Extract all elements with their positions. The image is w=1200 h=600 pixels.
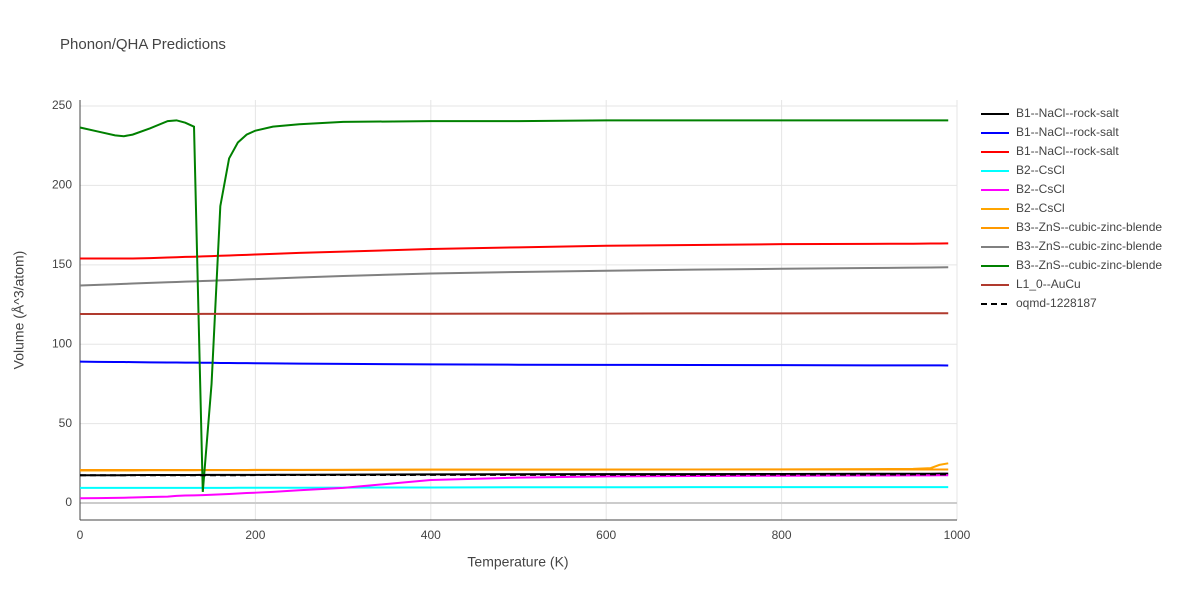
y-tick-label: 150 xyxy=(52,257,72,271)
series-line xyxy=(80,486,949,489)
legend-label: oqmd-1228187 xyxy=(1016,296,1097,310)
series-line xyxy=(79,119,949,492)
y-tick-label: 0 xyxy=(65,495,72,509)
legend-label: B3--ZnS--cubic-zinc-blende xyxy=(1016,258,1162,272)
y-axis-title: Volume (Å^3/atom) xyxy=(11,251,27,370)
series-line xyxy=(79,474,949,500)
x-tick-label: 800 xyxy=(772,528,792,542)
y-tick-label: 100 xyxy=(52,336,72,350)
legend-label: B1--NaCl--rock-salt xyxy=(1016,125,1119,139)
y-tick-label: 200 xyxy=(52,178,72,192)
legend-label: B3--ZnS--cubic-zinc-blende xyxy=(1016,220,1162,234)
series-line xyxy=(80,473,949,477)
legend-label: B2--CsCl xyxy=(1016,182,1065,196)
x-axis-title: Temperature (K) xyxy=(467,554,568,570)
x-tick-label: 200 xyxy=(245,528,265,542)
x-tick-label: 0 xyxy=(77,528,84,542)
x-tick-label: 1000 xyxy=(944,528,971,542)
x-tick-label: 600 xyxy=(596,528,616,542)
series-line xyxy=(80,312,949,316)
legend-label: B2--CsCl xyxy=(1016,163,1065,177)
series-line xyxy=(79,266,949,287)
x-tick-label: 400 xyxy=(421,528,441,542)
legend-label: L1_0--AuCu xyxy=(1016,277,1081,291)
series-line xyxy=(79,360,949,367)
legend-label: B1--NaCl--rock-salt xyxy=(1016,106,1119,120)
series-line xyxy=(80,242,949,260)
chart-title: Phonon/QHA Predictions xyxy=(60,36,226,53)
legend-label: B2--CsCl xyxy=(1016,201,1065,215)
legend-label: B1--NaCl--rock-salt xyxy=(1016,144,1119,158)
y-tick-label: 50 xyxy=(59,416,73,430)
legend-label: B3--ZnS--cubic-zinc-blende xyxy=(1016,239,1162,253)
y-tick-label: 250 xyxy=(52,98,72,112)
